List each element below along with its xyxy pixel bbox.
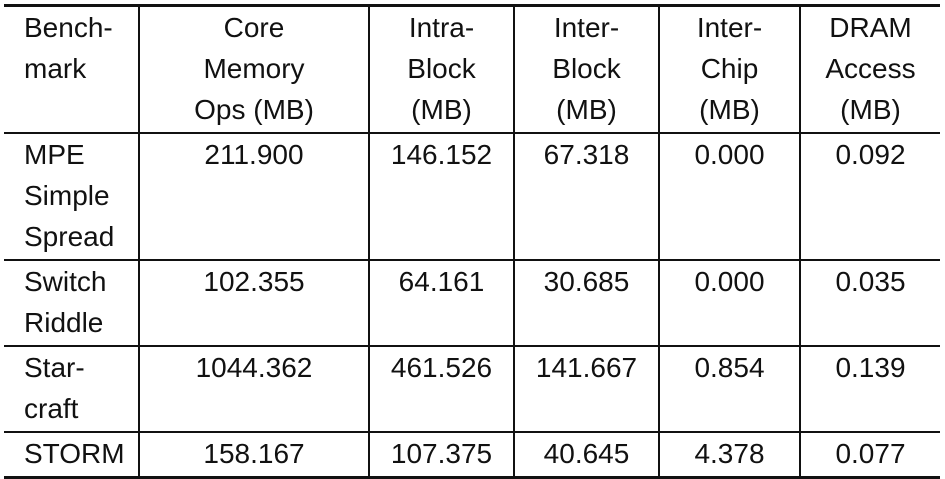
value-cell: 4.378: [658, 432, 800, 478]
value-cell: 102.355: [138, 260, 369, 347]
value-cell: 30.685: [513, 260, 659, 347]
header-cell: DRAM Access (MB): [799, 5, 940, 134]
value-cell: 107.375: [368, 432, 514, 478]
value-cell: 158.167: [138, 432, 369, 478]
value-cell: 0.139: [799, 346, 940, 433]
header-cell: Inter- Chip (MB): [658, 5, 800, 134]
benchmark-cell: STORM: [24, 438, 125, 469]
value-cell: 67.318: [513, 133, 659, 261]
value-cell: 0.000: [658, 133, 800, 261]
value-cell: 146.152: [368, 133, 514, 261]
benchmark-cell: Star- craft: [4, 346, 139, 433]
header-cell: Inter- Block (MB): [513, 5, 659, 134]
value-cell: 0.092: [799, 133, 940, 261]
value-cell: 141.667: [513, 346, 659, 433]
benchmark-cell: MPE Simple Spread: [4, 133, 139, 261]
table-row: STORM 158.167 107.375 40.645 4.378 0.077: [4, 432, 940, 478]
data-table: Bench- mark Core Memory Ops (MB) Intra- Bl…: [4, 4, 940, 479]
value-cell: 0.000: [658, 260, 800, 347]
table-row: MPE Simple Spread 211.900 146.152 67.318 0.0…: [4, 133, 940, 261]
table-body: MPE Simple Spread 211.900 146.152 67.318 0.0…: [4, 133, 940, 478]
value-cell: 0.854: [658, 346, 800, 433]
header-cell: Core Memory Ops (MB): [138, 5, 369, 134]
value-cell: 64.161: [368, 260, 514, 347]
value-cell: 0.035: [799, 260, 940, 347]
value-cell: 461.526: [368, 346, 514, 433]
value-cell: 211.900: [138, 133, 369, 261]
table-row: Switch Riddle 102.355 64.161 30.685 0.000 0.0…: [4, 260, 940, 347]
header-cell: Intra- Block (MB): [368, 5, 514, 134]
value-cell: 1044.362: [138, 346, 369, 433]
header-row: Bench- mark Core Memory Ops (MB) Intra- Bl…: [4, 5, 940, 134]
table-row: Star- craft 1044.362 461.526 141.667 0.854 0.…: [4, 346, 940, 433]
value-cell: 40.645: [513, 432, 659, 478]
header-cell: Bench- mark: [4, 5, 139, 134]
benchmark-cell: Switch Riddle: [4, 260, 139, 347]
value-cell: 0.077: [799, 432, 940, 478]
